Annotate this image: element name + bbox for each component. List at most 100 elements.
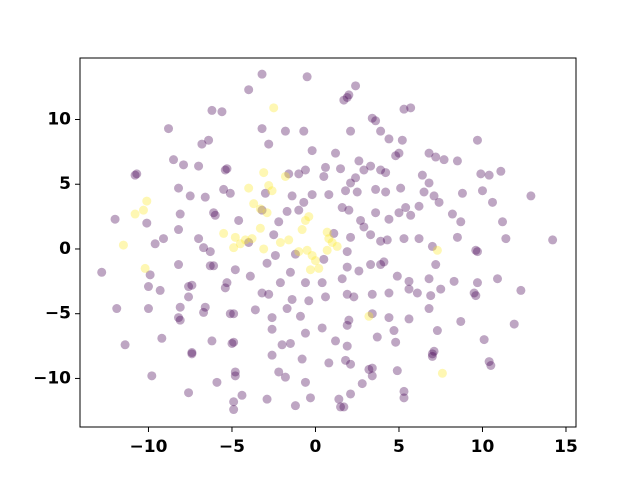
point [237, 390, 247, 400]
point [230, 367, 240, 377]
y-tick-label: −10 [33, 368, 71, 388]
point [357, 379, 367, 389]
point [452, 156, 462, 166]
point [264, 181, 274, 191]
point [336, 164, 346, 174]
point [346, 178, 356, 188]
point [449, 276, 459, 286]
point [302, 72, 312, 82]
point [264, 139, 274, 149]
point [342, 247, 352, 257]
point [294, 247, 304, 257]
point [332, 241, 342, 251]
point [469, 288, 479, 298]
point [174, 260, 184, 270]
point [197, 139, 207, 149]
point [179, 160, 189, 170]
point [342, 92, 352, 102]
point [341, 355, 351, 365]
point [207, 336, 217, 346]
point [234, 215, 244, 225]
x-tick-label: 10 [471, 437, 495, 457]
point [267, 186, 277, 196]
point [244, 238, 254, 247]
point [526, 191, 536, 201]
point [267, 313, 277, 323]
y-tick-label: 10 [47, 110, 71, 130]
point [244, 183, 254, 193]
point [367, 113, 377, 123]
point [204, 135, 214, 145]
point [397, 135, 407, 145]
point [399, 104, 409, 114]
point [404, 314, 414, 324]
point [479, 335, 489, 345]
point [260, 188, 270, 198]
point [304, 296, 314, 306]
point [406, 103, 416, 113]
point [394, 208, 404, 218]
point [471, 291, 481, 301]
point [476, 169, 486, 179]
point [200, 302, 210, 312]
point [130, 209, 140, 219]
point [376, 165, 386, 175]
point [300, 328, 310, 338]
point [498, 217, 508, 227]
point [280, 126, 290, 136]
point [319, 254, 329, 264]
point [142, 196, 152, 206]
point [354, 266, 364, 276]
point [280, 171, 290, 181]
point [207, 105, 217, 115]
point [240, 235, 250, 245]
point [424, 148, 434, 158]
point [307, 250, 317, 260]
point [431, 260, 441, 270]
point [337, 203, 347, 213]
point [97, 267, 107, 277]
point [220, 165, 230, 175]
point [509, 319, 519, 329]
point [295, 311, 305, 321]
point [262, 394, 272, 404]
point [305, 393, 315, 403]
point [210, 210, 220, 220]
point [432, 245, 442, 255]
point [371, 184, 381, 194]
point [329, 228, 339, 238]
point [320, 162, 330, 172]
point [419, 187, 429, 197]
point [427, 351, 437, 361]
point [290, 249, 300, 259]
point [320, 292, 330, 302]
point [307, 146, 317, 156]
point [230, 232, 240, 242]
point [427, 241, 437, 251]
point [290, 401, 300, 411]
point [257, 69, 267, 79]
point [285, 267, 295, 277]
point [249, 199, 259, 209]
point [264, 289, 274, 299]
point [349, 292, 359, 302]
point [376, 236, 386, 246]
point [426, 291, 436, 301]
point [255, 204, 265, 214]
point [267, 324, 277, 334]
point [174, 183, 184, 193]
point [376, 260, 386, 270]
point [437, 368, 447, 378]
point [327, 238, 337, 247]
point [270, 250, 280, 260]
point [381, 168, 391, 178]
point [310, 256, 320, 266]
point [472, 135, 482, 145]
point [359, 165, 369, 175]
axes-frame [79, 57, 577, 428]
point [356, 215, 366, 225]
point [205, 247, 215, 257]
point [287, 191, 297, 201]
point [194, 234, 204, 244]
point [297, 225, 307, 235]
